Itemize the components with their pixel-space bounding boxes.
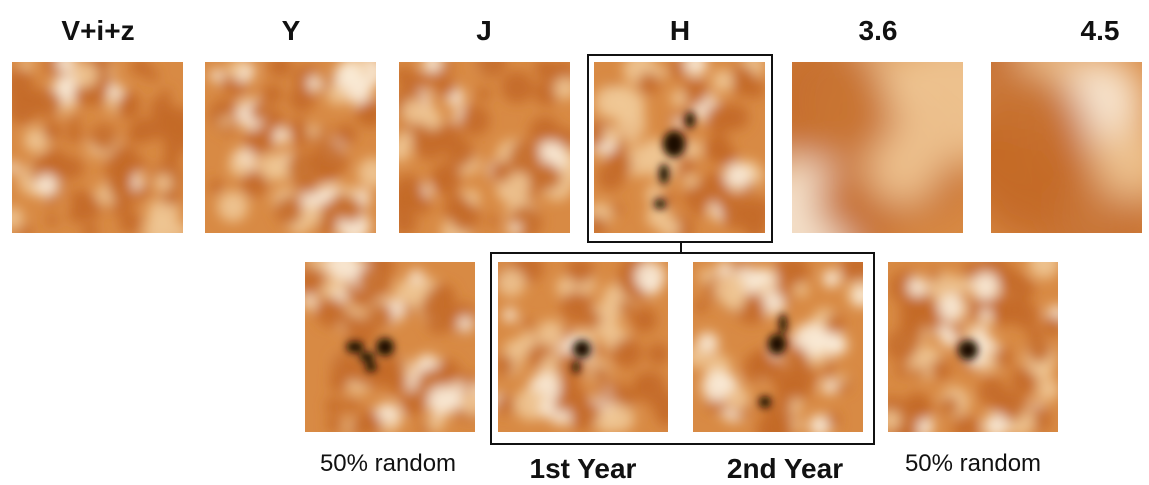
band-label: Y [282, 15, 301, 46]
image-stamp [685, 251, 874, 448]
band-label: 4.5 [1081, 15, 1120, 46]
image-stamp [387, 47, 585, 247]
image-stamp [205, 54, 388, 242]
image-stamp [2, 50, 196, 248]
image-stamp [940, 21, 1149, 280]
image-stamp [583, 52, 773, 244]
figure: V+i+z Y J H 3.6 4.5 50% random 1st Year … [0, 0, 1149, 485]
image-stamp [296, 248, 488, 436]
caption: 50% random [320, 450, 456, 477]
image-stamp [751, 32, 1021, 290]
image-stamp [490, 251, 680, 433]
band-label: J [476, 15, 492, 46]
band-label: 3.6 [859, 15, 898, 46]
band-label: V+i+z [61, 15, 134, 46]
caption: 2nd Year [727, 453, 843, 484]
caption: 1st Year [530, 453, 637, 484]
band-label: H [670, 15, 690, 46]
image-stamp [881, 247, 1067, 445]
caption: 50% random [905, 450, 1041, 477]
